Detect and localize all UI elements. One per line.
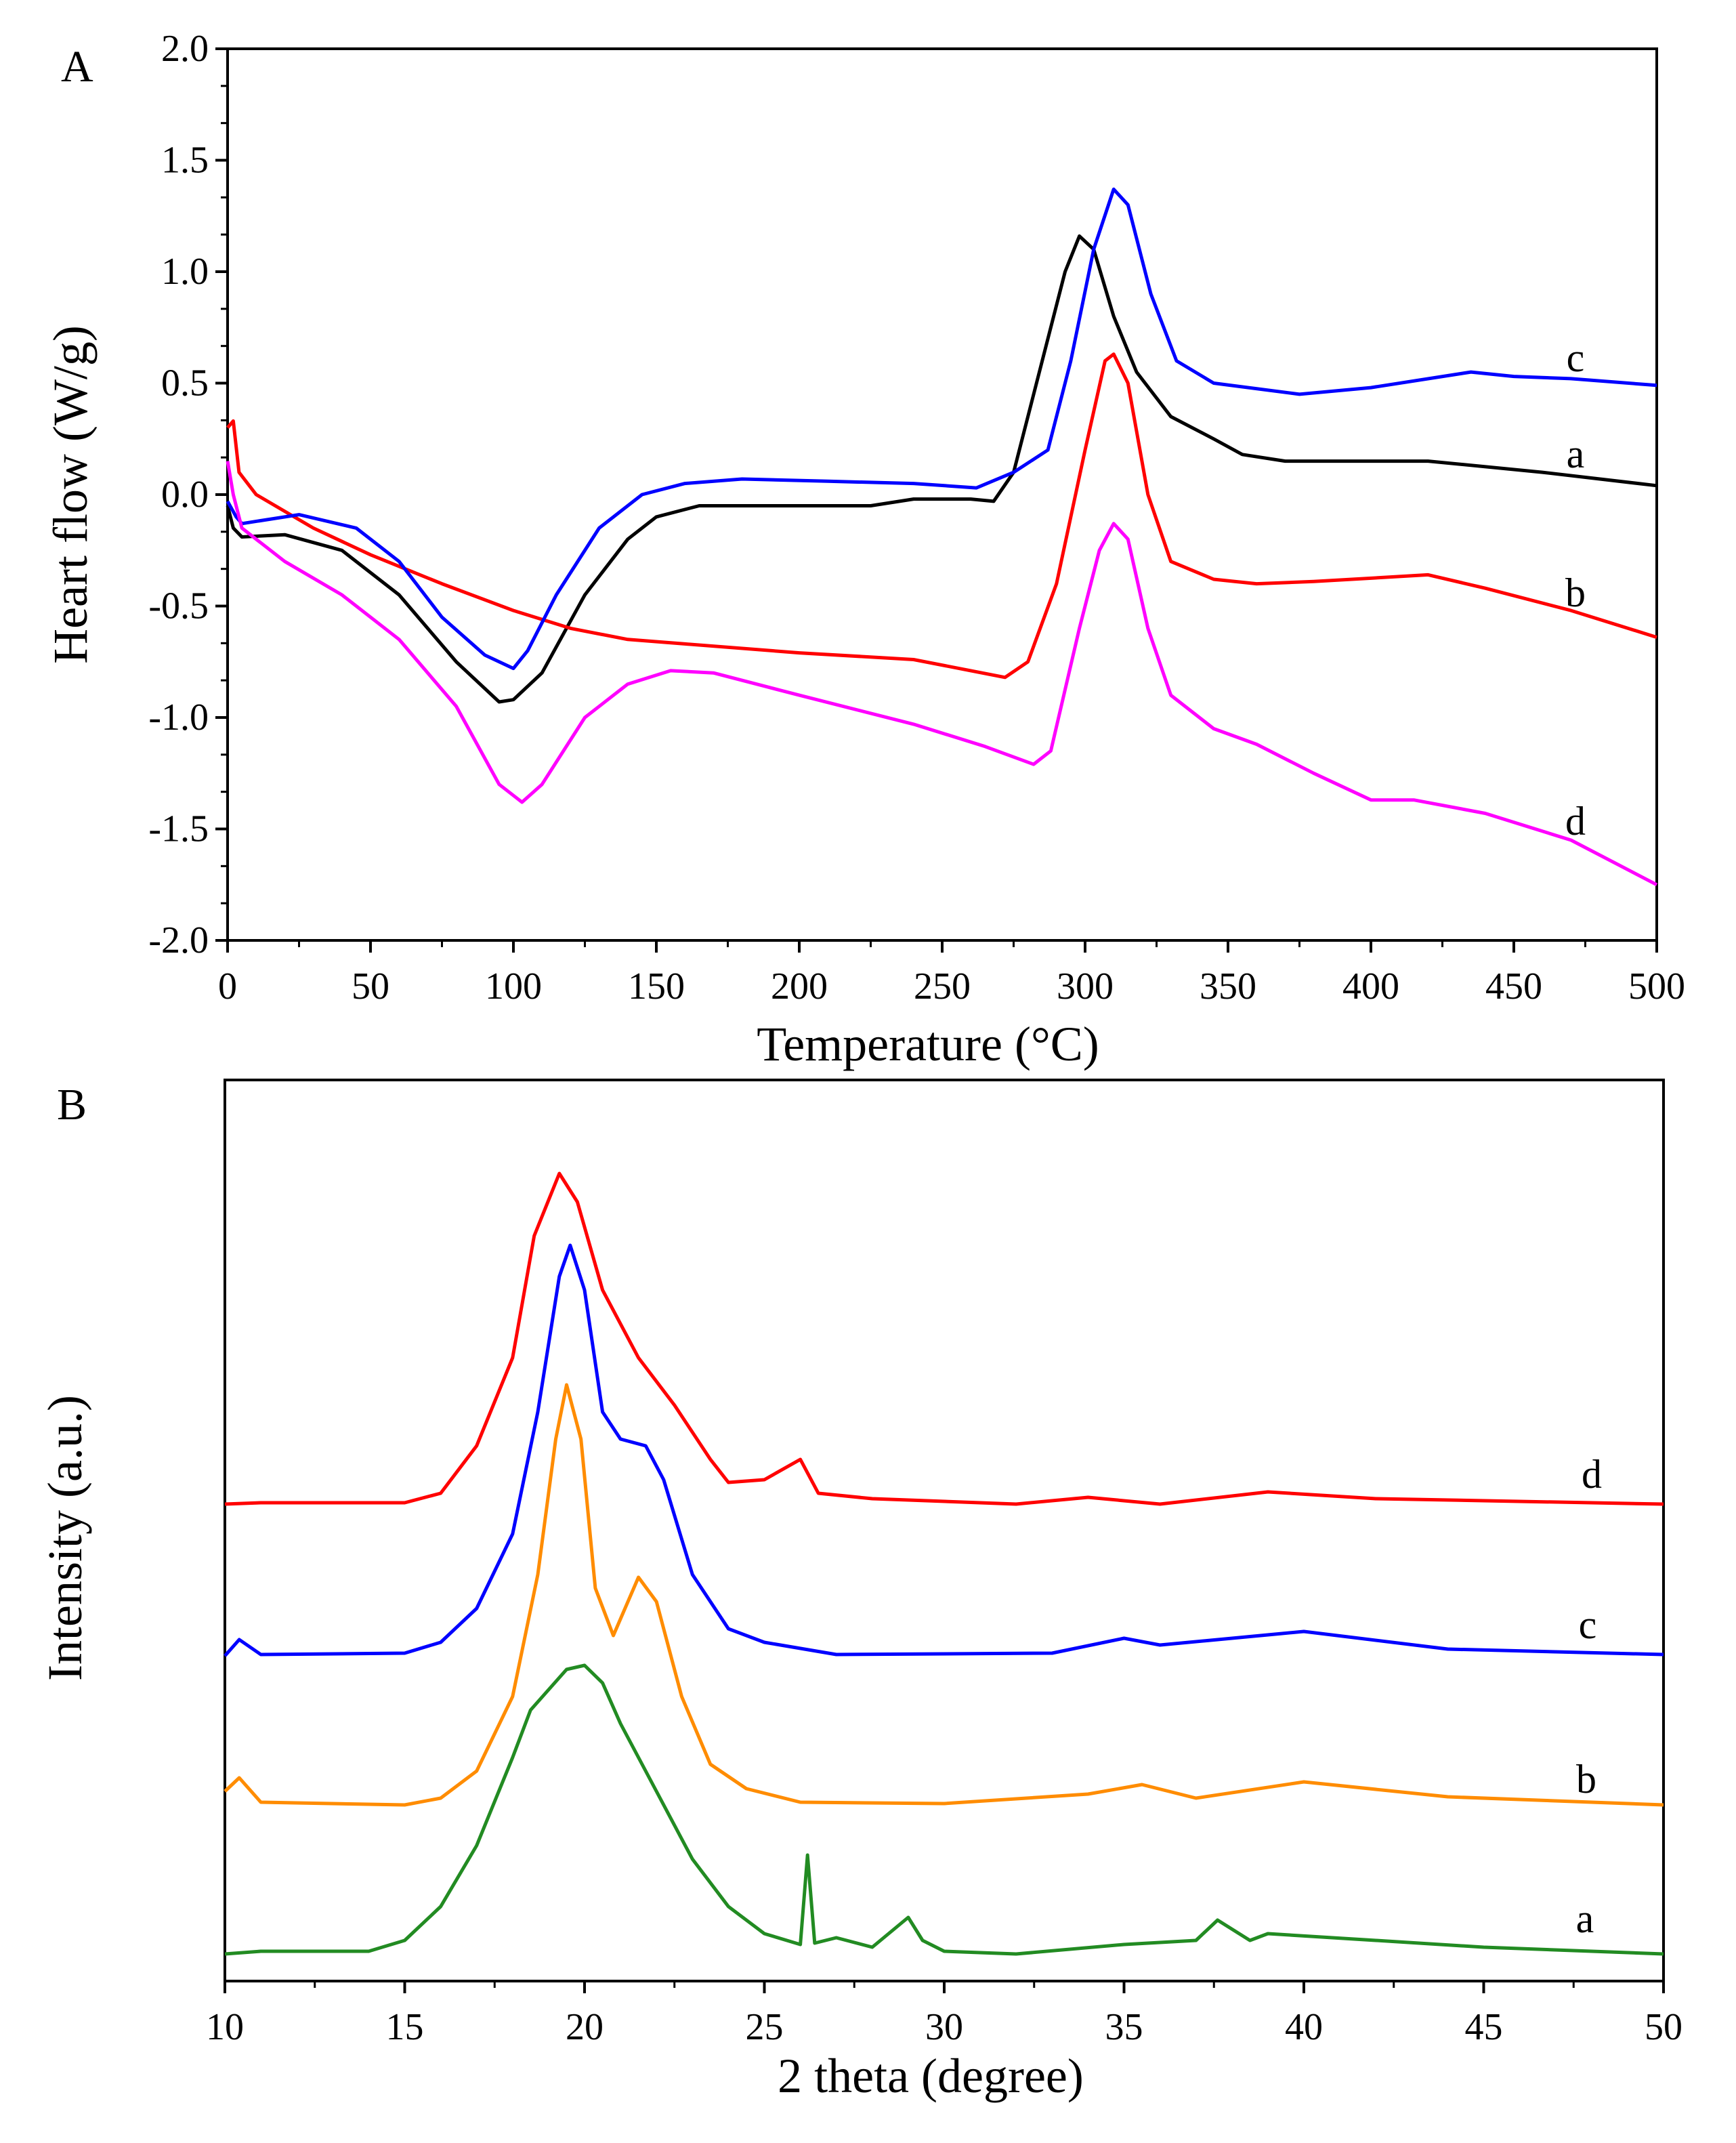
y-tick-label: -1.0	[148, 696, 209, 738]
x-tick-label: 50	[1645, 2006, 1682, 2048]
y-tick-label: -2.0	[148, 919, 209, 961]
x-tick-label: 150	[628, 965, 685, 1007]
plot-frame	[224, 1079, 1665, 1982]
y-tick-label: -1.5	[148, 808, 209, 850]
x-tick-label: 350	[1200, 965, 1256, 1007]
x-tick-label: 300	[1057, 965, 1114, 1007]
series-line-d	[224, 1171, 1664, 1506]
x-tick-label: 20	[566, 2006, 604, 2048]
y-tick-label: 1.5	[161, 140, 209, 182]
xrd-chart: 10 15 20 25 30 35 40 45 50 a b c d	[206, 1079, 1682, 2048]
series-line-a	[224, 1663, 1664, 1956]
x-tick-label: 15	[386, 2006, 424, 2048]
series-label-d: d	[1565, 799, 1586, 844]
y-tick-label: 0.0	[161, 474, 209, 516]
panel-a-ylabel: Heart flow (W/g)	[43, 325, 98, 664]
series-label-b: b	[1565, 570, 1586, 615]
series-label-b: b	[1576, 1757, 1596, 1802]
y-tick-label: 0.5	[161, 362, 209, 404]
series-label-d: d	[1582, 1452, 1602, 1497]
x-tick-label: 45	[1465, 2006, 1503, 2048]
x-tick-label: 450	[1485, 965, 1542, 1007]
x-tick-label: 250	[914, 965, 971, 1007]
x-tick-label: 200	[771, 965, 828, 1007]
series-line-d	[226, 461, 1658, 887]
x-tick-label: 25	[746, 2006, 784, 2048]
series-line-b	[224, 1383, 1664, 1807]
y-tick-label: 2.0	[161, 28, 209, 70]
panel-b-ylabel: Intensity (a.u.)	[38, 1395, 92, 1681]
x-tick-label: 100	[485, 965, 542, 1007]
series-label-c: c	[1579, 1602, 1597, 1647]
series-line-c	[224, 1243, 1664, 1657]
x-tick-label: 500	[1628, 965, 1685, 1007]
x-tick-label: 50	[352, 965, 389, 1007]
x-tick-label: 40	[1285, 2006, 1323, 2048]
series-label-a: a	[1567, 432, 1585, 476]
dsc-chart: 0 50 100 150 200 250 300 350 400 450 500 2.0 1.5 1.0 0…	[148, 28, 1685, 1007]
panel-b-label: B	[57, 1080, 87, 1129]
x-tick-label: 30	[925, 2006, 963, 2048]
panel-a-label: A	[61, 42, 93, 91]
x-tick-label: 400	[1342, 965, 1399, 1007]
series-line-c	[226, 187, 1657, 671]
panel-b-xlabel: 2 theta (degree)	[778, 2049, 1084, 2103]
x-tick-label: 10	[206, 2006, 244, 2048]
series-line-b	[226, 352, 1657, 680]
series-line-a	[226, 234, 1657, 704]
x-tick-label: 35	[1105, 2006, 1143, 2048]
series-label-c: c	[1567, 335, 1585, 380]
y-tick-label: -0.5	[148, 585, 209, 627]
panel-a-xlabel: Temperature (°C)	[757, 1017, 1099, 1071]
series-label-a: a	[1576, 1896, 1594, 1941]
y-tick-label: 1.0	[161, 251, 209, 293]
x-tick-label: 0	[218, 965, 237, 1007]
